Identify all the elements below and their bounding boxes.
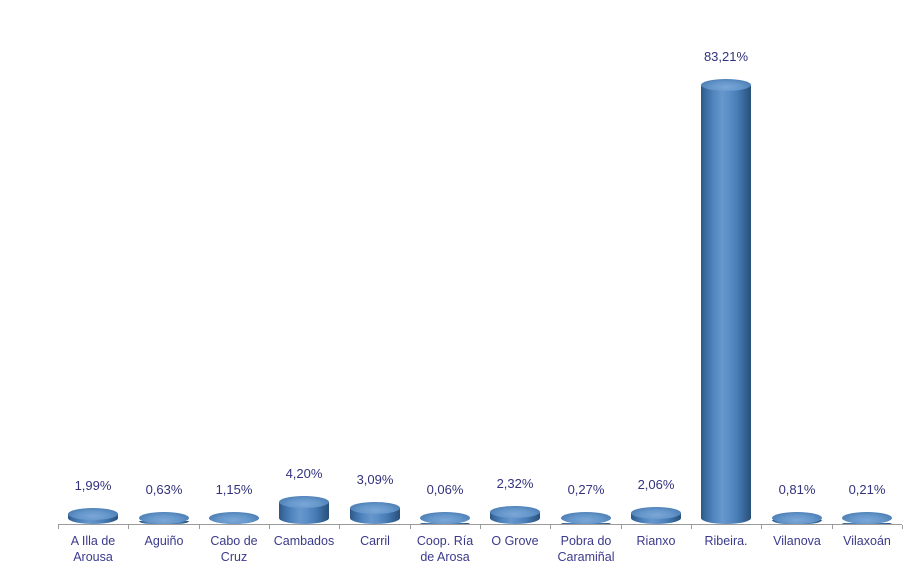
category-label-line: Vilanova [773,534,821,548]
category-label-8: Rianxo [611,533,701,549]
category-label-line: Caramiñal [557,550,615,564]
x-axis-tick [269,525,270,529]
cylinder-top [842,512,892,524]
x-axis-tick [902,525,903,529]
x-axis-tick [691,525,692,529]
value-label: 1,99% [74,478,112,493]
category-label-line: Aguiño [144,534,184,548]
category-label-3: Cambados [259,533,349,549]
category-label-line: Coop. Ría [416,534,474,548]
value-label: 83,21% [703,49,749,64]
category-label-5: Coop. Ría de Arosa [400,533,490,565]
cylinder-top [350,502,400,514]
x-axis-tick [58,525,59,529]
value-label: 0,27% [567,482,605,497]
category-label-line: Pobra do [560,534,612,548]
category-label-1: Aguiño [119,533,209,549]
cylinder-top [209,512,259,524]
cylinder-body [701,85,751,524]
category-label-line: Cambados [273,534,335,548]
category-label-7: Pobra do Caramiñal [541,533,631,565]
category-label-9: Ribeira. [681,533,771,549]
value-label: 0,06% [426,482,464,497]
category-label-line: Vilaxoán [843,534,891,548]
cylinder-top [279,496,329,508]
category-label-11: Vilaxoán [822,533,912,549]
category-label-2: Cabo de Cruz [189,533,279,565]
category-label-line: de Arosa [420,550,470,564]
cylinder-top [420,512,470,524]
value-label: 1,15% [215,482,253,497]
category-label-line: Carril [360,534,390,548]
category-label-line: Arousa [73,550,113,564]
category-label-line: O Grove [491,534,539,548]
cylinder-top [701,79,751,91]
x-axis-line [58,524,902,525]
x-axis-tick [128,525,129,529]
value-label: 0,63% [145,482,183,497]
category-label-line: Cruz [220,550,248,564]
cylinder-top [772,512,822,524]
x-axis-tick [761,525,762,529]
x-axis-tick [199,525,200,529]
x-axis-tick [621,525,622,529]
x-axis-tick [832,525,833,529]
x-axis-tick [480,525,481,529]
cylinder-top [631,507,681,519]
cylinder-top [139,512,189,524]
value-label: 4,20% [285,466,323,481]
cylinder-body [279,502,329,524]
category-label-0: A Illa de Arousa [48,533,138,565]
value-label: 2,06% [637,477,675,492]
value-label: 3,09% [356,472,394,487]
cylinder-top [490,506,540,518]
category-label-line: Cabo de [210,534,258,548]
category-label-4: Carril [330,533,420,549]
x-axis-tick [550,525,551,529]
value-label: 2,32% [496,476,534,491]
value-label: 0,81% [778,482,816,497]
category-label-line: A Illa de [70,534,116,548]
category-label-6: O Grove [470,533,560,549]
x-axis-tick [339,525,340,529]
category-label-line: Ribeira. [704,534,748,548]
cylinder-top [68,508,118,520]
cylinder-top [561,512,611,524]
category-label-line: Rianxo [636,534,676,548]
category-label-10: Vilanova [752,533,842,549]
x-axis-tick [410,525,411,529]
value-label: 0,21% [848,482,886,497]
